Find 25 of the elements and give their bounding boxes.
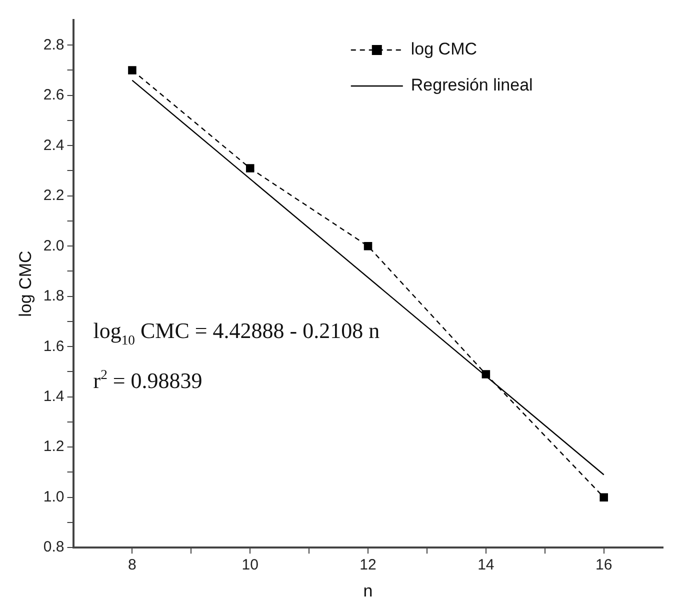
y-tick-label: 1.6: [43, 338, 64, 355]
point: [482, 370, 490, 378]
legend-label: Regresión lineal: [410, 76, 533, 95]
y-tick-label: 1.8: [43, 288, 64, 305]
y-tick-label: 2.6: [43, 86, 64, 104]
point: [600, 493, 608, 502]
y-tick-label: 0.8: [43, 538, 64, 556]
y-tick-label: 2.2: [43, 187, 64, 204]
x-tick-label: 12: [360, 556, 376, 574]
y-axis-title: log CMC: [16, 250, 35, 317]
y-tick-label: 2.8: [43, 36, 64, 54]
x-tick-label: 10: [242, 556, 258, 574]
x-tick-label: 8: [128, 556, 136, 574]
x-axis-title: n: [363, 581, 373, 600]
legend-label: log CMC: [410, 40, 478, 59]
y-tick-label: 2.4: [43, 136, 64, 154]
x-tick-label: 16: [596, 556, 612, 574]
point: [128, 66, 136, 74]
x-tick-label: 14: [478, 556, 494, 574]
y-tick-label: 1.2: [43, 438, 64, 456]
y-tick-label: 1.4: [43, 388, 64, 405]
point: [246, 164, 254, 172]
y-tick-label: 2.0: [43, 237, 64, 254]
y-tick-label: 1.0: [43, 488, 64, 506]
point: [364, 242, 372, 250]
